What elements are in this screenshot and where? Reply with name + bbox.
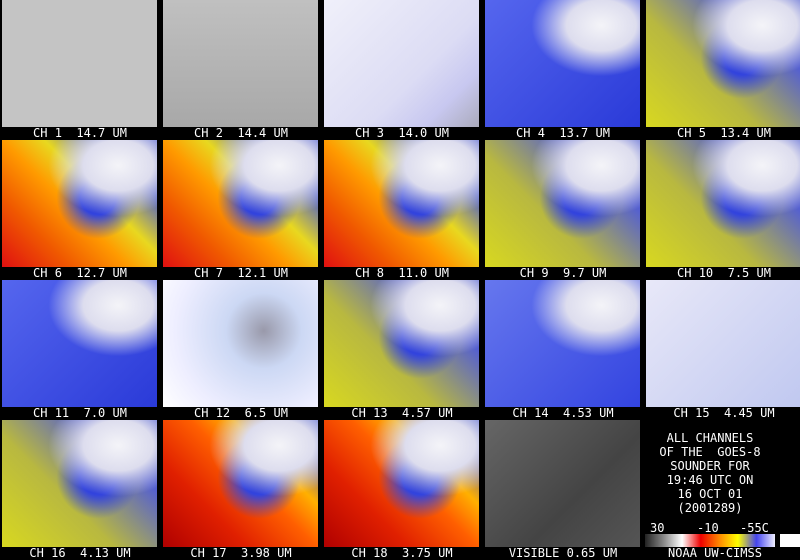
channel-label: CH 12 6.5 UM (194, 406, 288, 420)
channel-panel: CH 4 13.7 UM (483, 0, 643, 140)
legend-line: SOUNDER FOR (670, 459, 750, 473)
channel-panel: VISIBLE 0.65 UM (483, 420, 643, 560)
channel-panel: CH 16 4.13 UM (0, 420, 160, 560)
credit: NOAA UW-CIMSS (668, 546, 762, 560)
channel-label: CH 10 7.5 UM (677, 266, 771, 280)
channel-label: CH 18 3.75 UM (351, 546, 453, 560)
channel-panel: CH 18 3.75 UM (322, 420, 482, 560)
channel-image (485, 420, 640, 547)
channel-panel: CH 11 7.0 UM (0, 280, 160, 420)
channel-panel: CH 6 12.7 UM (0, 140, 160, 280)
channel-image (485, 0, 640, 127)
channel-label: CH 17 3.98 UM (190, 546, 292, 560)
channel-image (646, 280, 800, 407)
channel-panel: CH 9 9.7 UM (483, 140, 643, 280)
legend-line: 16 OCT 01 (677, 487, 743, 501)
scale-label: 30 (650, 521, 665, 535)
channel-label: CH 11 7.0 UM (33, 406, 127, 420)
channel-label: CH 7 12.1 UM (194, 266, 288, 280)
channel-label: CH 13 4.57 UM (351, 406, 453, 420)
channel-image (2, 140, 157, 267)
channel-image (163, 420, 318, 547)
channel-label: CH 14 4.53 UM (512, 406, 614, 420)
channel-image (163, 140, 318, 267)
channel-image (324, 280, 479, 407)
color-bar-end (780, 534, 800, 547)
channel-label: CH 8 11.0 UM (355, 266, 449, 280)
channel-image (485, 140, 640, 267)
channel-panel: CH 10 7.5 UM (644, 140, 800, 280)
channel-label: CH 16 4.13 UM (29, 546, 131, 560)
channel-panel: CH 5 13.4 UM (644, 0, 800, 140)
channel-panel: CH 13 4.57 UM (322, 280, 482, 420)
channel-panel: CH 17 3.98 UM (161, 420, 321, 560)
channel-label: VISIBLE 0.65 UM (508, 546, 618, 560)
color-bar (645, 534, 775, 547)
channel-label: CH 4 13.7 UM (516, 126, 610, 140)
channel-image (646, 140, 800, 267)
channel-image (2, 420, 157, 547)
channel-image (324, 0, 479, 127)
legend-line: ALL CHANNELS (666, 431, 754, 445)
channel-label: CH 6 12.7 UM (33, 266, 127, 280)
legend-line: 19:46 UTC ON (666, 473, 754, 487)
channel-label: CH 5 13.4 UM (677, 126, 771, 140)
channel-image (2, 280, 157, 407)
channel-image (324, 420, 479, 547)
channel-panel: CH 8 11.0 UM (322, 140, 482, 280)
channel-label: CH 9 9.7 UM (519, 266, 607, 280)
scale-label: -55C (740, 521, 769, 535)
channel-image (163, 280, 318, 407)
channel-panel: CH 7 12.1 UM (161, 140, 321, 280)
channel-label: CH 1 14.7 UM (33, 126, 127, 140)
channel-panel: CH 3 14.0 UM (322, 0, 482, 140)
scale-label: -10 (697, 521, 719, 535)
legend-line: (2001289) (677, 501, 743, 515)
channel-image (2, 0, 157, 127)
channel-image (324, 140, 479, 267)
channel-panel: CH 1 14.7 UM (0, 0, 160, 140)
channel-image (646, 0, 800, 127)
channel-label: CH 2 14.4 UM (194, 126, 288, 140)
channel-label: CH 3 14.0 UM (355, 126, 449, 140)
channel-image (163, 0, 318, 127)
channel-panel: CH 12 6.5 UM (161, 280, 321, 420)
channel-label: CH 15 4.45 UM (673, 406, 775, 420)
channel-image (485, 280, 640, 407)
channel-panel: CH 14 4.53 UM (483, 280, 643, 420)
channel-panel: CH 2 14.4 UM (161, 0, 321, 140)
legend-line: OF THE GOES-8 (659, 445, 761, 459)
channel-panel: CH 15 4.45 UM (644, 280, 800, 420)
